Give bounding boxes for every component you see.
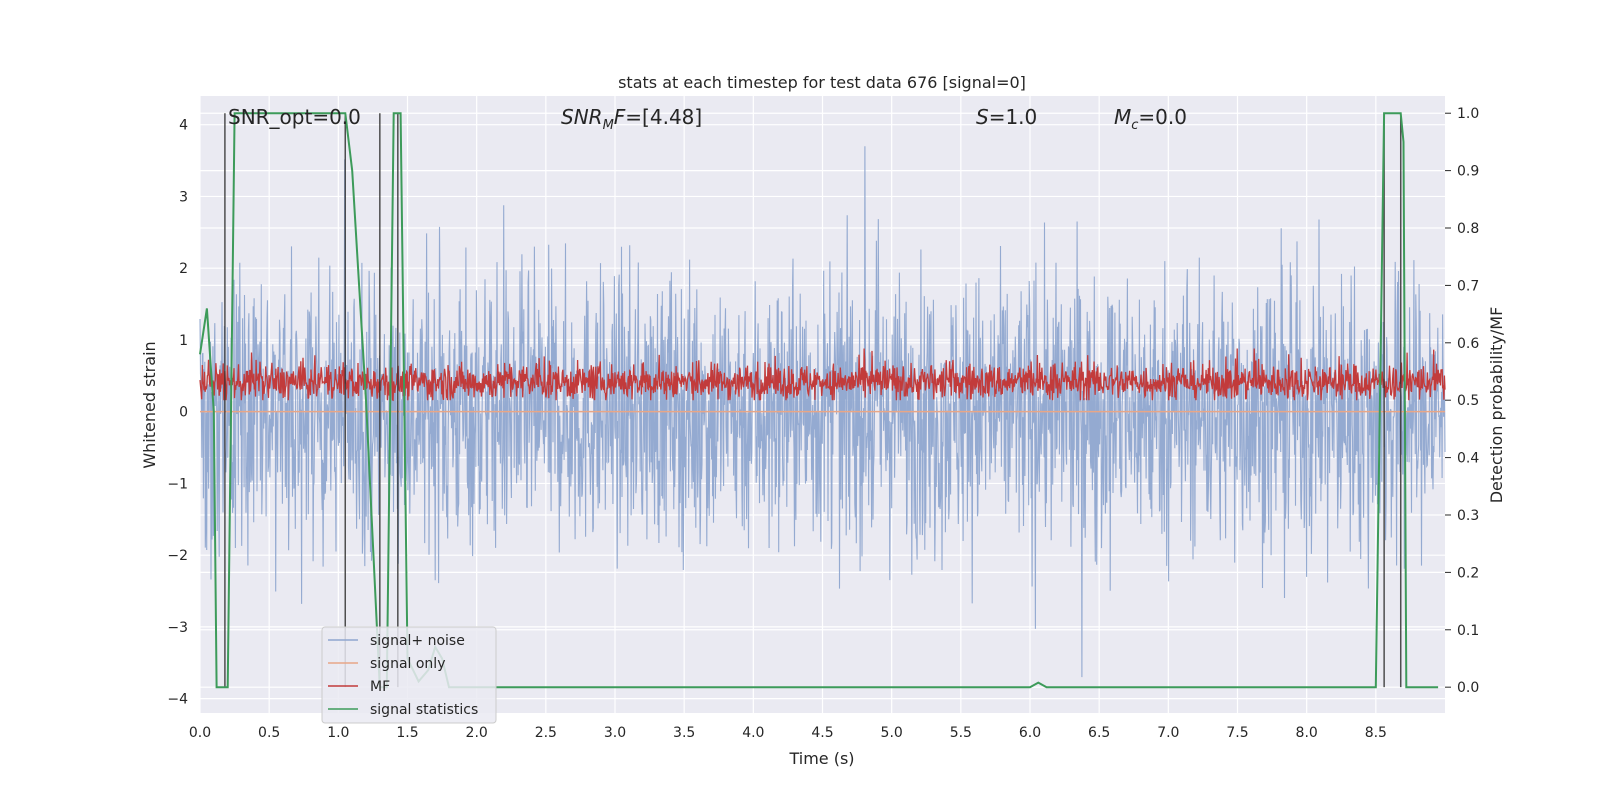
- y2-tick-label-6: 0.6: [1457, 336, 1479, 352]
- x-tick-label-10: 5.0: [881, 725, 903, 741]
- y-tick-label-3: −1: [167, 476, 188, 492]
- x-tick-label-2: 1.0: [327, 725, 349, 741]
- y2-tick-label-0: 0.0: [1457, 680, 1479, 696]
- legend-box: [321, 626, 497, 724]
- mf-line: [199, 348, 1446, 402]
- legend: signal+ noise signal only MF signal stat…: [321, 626, 497, 724]
- mf-series: [199, 348, 1446, 402]
- y2-tick-label-9: 0.9: [1457, 164, 1479, 180]
- annotation-mc: Mc=0.0: [1114, 105, 1187, 133]
- x-tick-label-14: 7.0: [1157, 725, 1179, 741]
- x-tick-label-16: 8.0: [1296, 725, 1318, 741]
- annotation-mc-sub: c: [1131, 118, 1138, 133]
- x-tick-label-11: 5.5: [950, 725, 972, 741]
- x-tick-label-9: 4.5: [811, 725, 833, 741]
- x-tick-label-13: 6.5: [1088, 725, 1110, 741]
- y2-tick-label-7: 0.7: [1457, 278, 1479, 294]
- x-tick-label-6: 3.0: [604, 725, 626, 741]
- legend-label-signal-statistics: signal statistics: [370, 702, 478, 718]
- y2-axis-ticks: 0.0 0.1 0.2 0.3 0.4 0.5 0.6 0.7 0.8 0.9 1.0: [1445, 106, 1479, 696]
- y2-tick-label-1: 0.1: [1457, 623, 1479, 639]
- vertical-lines: [224, 113, 1402, 688]
- annotation-s: S=1.0: [976, 105, 1037, 129]
- annotation-snr-mf-sub: M: [603, 118, 614, 133]
- x-tick-label-4: 2.0: [466, 725, 488, 741]
- y2-tick-label-4: 0.4: [1457, 451, 1479, 467]
- x-axis-label: Time (s): [788, 749, 854, 768]
- annotation-snr-mf-italic2: F: [614, 105, 626, 129]
- legend-label-mf: MF: [370, 679, 390, 695]
- x-tick-label-3: 1.5: [396, 725, 418, 741]
- y-axis-label: Whitened strain: [140, 341, 159, 468]
- y2-tick-label-10: 1.0: [1457, 106, 1479, 122]
- y-tick-label-1: −3: [167, 620, 188, 636]
- y-tick-label-8: 4: [179, 118, 188, 134]
- x-axis-ticks: 0.0 0.5 1.0 1.5 2.0 2.5 3.0 3.5 4.0 4.5 5.0 5.5 6.0 6…: [189, 725, 1387, 741]
- y-tick-label-5: 1: [179, 333, 188, 349]
- y-tick-label-6: 2: [179, 261, 188, 277]
- annotation-s-italic: S: [976, 105, 989, 129]
- annotation-snr-mf-italic: SNR: [561, 105, 603, 129]
- chart-title: stats at each timestep for test data 676…: [618, 73, 1026, 92]
- annotation-snr-mf-rest: =[4.48]: [625, 105, 702, 129]
- y-tick-label-7: 3: [179, 189, 188, 205]
- y2-tick-label-3: 0.3: [1457, 508, 1479, 524]
- y-tick-label-0: −4: [167, 692, 188, 708]
- legend-label-signal-only: signal only: [370, 656, 445, 672]
- annotation-mc-italic: M: [1114, 105, 1131, 129]
- x-tick-label-17: 8.5: [1365, 725, 1387, 741]
- annotations: SNR_opt=0.0 SNRMF=[4.48] S=1.0 Mc=0.0: [228, 105, 1187, 133]
- annotation-snr-mf: SNRMF=[4.48]: [561, 105, 702, 133]
- y2-tick-label-5: 0.5: [1457, 393, 1479, 409]
- annotation-s-rest: =1.0: [989, 105, 1038, 129]
- y2-axis-label: Detection probability/MF: [1487, 307, 1506, 504]
- y-tick-label-4: 0: [179, 405, 188, 421]
- y-tick-label-2: −2: [167, 548, 188, 564]
- annotation-mc-rest: =0.0: [1138, 105, 1187, 129]
- x-tick-label-5: 2.5: [535, 725, 557, 741]
- x-tick-label-0: 0.0: [189, 725, 211, 741]
- x-tick-label-7: 3.5: [673, 725, 695, 741]
- y2-tick-label-8: 0.8: [1457, 221, 1479, 237]
- y-axis-ticks: −4 −3 −2 −1 0 1 2 3 4: [167, 118, 188, 708]
- x-tick-label-15: 7.5: [1226, 725, 1248, 741]
- legend-label-signal-noise: signal+ noise: [370, 633, 465, 649]
- x-tick-label-8: 4.0: [742, 725, 764, 741]
- x-tick-label-1: 0.5: [258, 725, 280, 741]
- annotation-snr-opt: SNR_opt=0.0: [228, 105, 361, 129]
- y2-tick-label-2: 0.2: [1457, 565, 1479, 581]
- x-tick-label-12: 6.0: [1019, 725, 1041, 741]
